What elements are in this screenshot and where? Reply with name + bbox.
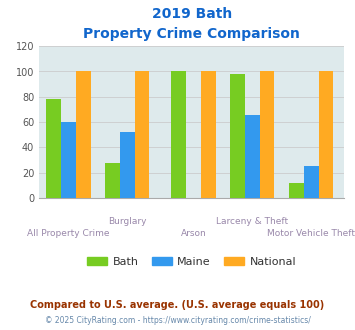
Text: All Property Crime: All Property Crime bbox=[27, 229, 110, 238]
Bar bbox=[171, 72, 186, 198]
Text: Burglary: Burglary bbox=[108, 217, 147, 226]
Bar bbox=[201, 72, 215, 198]
Text: Arson: Arson bbox=[181, 229, 206, 238]
Bar bbox=[260, 72, 274, 198]
Bar bbox=[289, 183, 304, 198]
Bar bbox=[304, 166, 318, 198]
Bar bbox=[61, 122, 76, 198]
Bar bbox=[47, 99, 61, 198]
Title: 2019 Bath
Property Crime Comparison: 2019 Bath Property Crime Comparison bbox=[83, 7, 300, 41]
Bar bbox=[120, 132, 135, 198]
Bar bbox=[105, 163, 120, 198]
Bar bbox=[245, 115, 260, 198]
Text: Compared to U.S. average. (U.S. average equals 100): Compared to U.S. average. (U.S. average … bbox=[31, 300, 324, 310]
Text: Larceny & Theft: Larceny & Theft bbox=[216, 217, 289, 226]
Bar bbox=[230, 74, 245, 198]
Bar bbox=[318, 72, 333, 198]
Bar bbox=[135, 72, 149, 198]
Text: Motor Vehicle Theft: Motor Vehicle Theft bbox=[267, 229, 355, 238]
Bar bbox=[76, 72, 91, 198]
Legend: Bath, Maine, National: Bath, Maine, National bbox=[82, 252, 301, 271]
Text: © 2025 CityRating.com - https://www.cityrating.com/crime-statistics/: © 2025 CityRating.com - https://www.city… bbox=[45, 316, 310, 325]
